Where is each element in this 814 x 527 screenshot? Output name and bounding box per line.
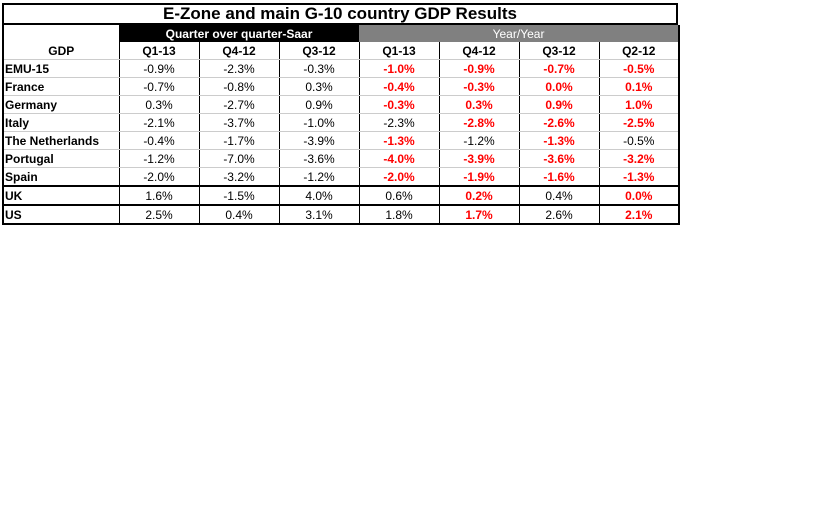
yoy-cell: 1.8% bbox=[359, 204, 440, 225]
qoq-cell: -0.9% bbox=[119, 59, 200, 78]
yoy-cell: 0.6% bbox=[359, 185, 440, 206]
yoy-cell: -0.7% bbox=[519, 59, 600, 78]
qoq-group-header: Quarter over quarter-Saar bbox=[119, 25, 360, 42]
yoy-cell: 0.9% bbox=[519, 95, 600, 114]
qoq-cell: -0.4% bbox=[119, 131, 200, 150]
yoy-cell: -1.2% bbox=[439, 131, 520, 150]
yoy-cell: 0.2% bbox=[439, 185, 520, 206]
table-row: US 2.5% 0.4% 3.1% 1.8% 1.7% 2.6% 2.1% bbox=[2, 204, 681, 225]
yoy-cell: 0.3% bbox=[439, 95, 520, 114]
qoq-cell: 0.9% bbox=[279, 95, 360, 114]
gdp-spreadsheet: E-Zone and main G-10 country GDP Results… bbox=[2, 3, 681, 225]
qoq-cell: -0.3% bbox=[279, 59, 360, 78]
yoy-cell: -3.6% bbox=[519, 149, 600, 168]
qoq-cell: -2.3% bbox=[199, 59, 280, 78]
qoq-cell: -2.7% bbox=[199, 95, 280, 114]
qoq-cell: -1.7% bbox=[199, 131, 280, 150]
col-header-qoq-q3-12: Q3-12 bbox=[279, 42, 360, 60]
table-title: E-Zone and main G-10 country GDP Results bbox=[2, 3, 678, 25]
row-label: Portugal bbox=[2, 149, 120, 168]
qoq-cell: -2.0% bbox=[119, 167, 200, 187]
group-header-row: Quarter over quarter-Saar Year/Year bbox=[2, 25, 681, 42]
yoy-cell: -0.3% bbox=[359, 95, 440, 114]
row-label: US bbox=[2, 204, 120, 225]
qoq-cell: -3.6% bbox=[279, 149, 360, 168]
qoq-cell: -2.1% bbox=[119, 113, 200, 132]
qoq-cell: -3.7% bbox=[199, 113, 280, 132]
yoy-cell: -1.9% bbox=[439, 167, 520, 187]
yoy-cell: -1.3% bbox=[599, 167, 681, 187]
yoy-cell: -0.4% bbox=[359, 77, 440, 96]
column-header-row: GDP Q1-13 Q4-12 Q3-12 Q1-13 Q4-12 Q3-12 … bbox=[2, 42, 681, 60]
qoq-cell: 0.3% bbox=[119, 95, 200, 114]
col-header-qoq-q1-13: Q1-13 bbox=[119, 42, 200, 60]
yoy-cell: -1.6% bbox=[519, 167, 600, 187]
yoy-cell: 1.0% bbox=[599, 95, 681, 114]
col-header-qoq-q4-12: Q4-12 bbox=[199, 42, 280, 60]
row-label: France bbox=[2, 77, 120, 96]
col-header-yoy-q4-12: Q4-12 bbox=[439, 42, 520, 60]
row-label: Germany bbox=[2, 95, 120, 114]
table-row: Spain -2.0% -3.2% -1.2% -2.0% -1.9% -1.6% -1.3% bbox=[2, 167, 681, 187]
yoy-cell: -3.9% bbox=[439, 149, 520, 168]
yoy-cell: -0.3% bbox=[439, 77, 520, 96]
yoy-cell: -2.0% bbox=[359, 167, 440, 187]
qoq-cell: -3.9% bbox=[279, 131, 360, 150]
yoy-cell: -0.5% bbox=[599, 131, 681, 150]
table-row: The Netherlands -0.4% -1.7% -3.9% -1.3% -1.2%… bbox=[2, 131, 681, 150]
yoy-cell: -4.0% bbox=[359, 149, 440, 168]
gdp-table: Quarter over quarter-Saar Year/Year GDP … bbox=[2, 25, 681, 225]
yoy-cell: -2.5% bbox=[599, 113, 681, 132]
qoq-cell: 3.1% bbox=[279, 204, 360, 225]
qoq-cell: 0.4% bbox=[199, 204, 280, 225]
yoy-cell: 1.7% bbox=[439, 204, 520, 225]
yoy-cell: -0.5% bbox=[599, 59, 681, 78]
qoq-cell: -3.2% bbox=[199, 167, 280, 187]
qoq-cell: -1.2% bbox=[119, 149, 200, 168]
yoy-cell: 2.1% bbox=[599, 204, 681, 225]
qoq-cell: -7.0% bbox=[199, 149, 280, 168]
yoy-cell: 0.4% bbox=[519, 185, 600, 206]
row-label: EMU-15 bbox=[2, 59, 120, 78]
qoq-cell: -0.8% bbox=[199, 77, 280, 96]
yoy-cell: -1.3% bbox=[519, 131, 600, 150]
row-label: UK bbox=[2, 185, 120, 206]
yoy-cell: 2.6% bbox=[519, 204, 600, 225]
table-row: UK 1.6% -1.5% 4.0% 0.6% 0.2% 0.4% 0.0% bbox=[2, 185, 681, 206]
col-header-yoy-q2-12: Q2-12 bbox=[599, 42, 681, 60]
table-row: Portugal -1.2% -7.0% -3.6% -4.0% -3.9% -3.6% -3… bbox=[2, 149, 681, 168]
col-header-yoy-q3-12: Q3-12 bbox=[519, 42, 600, 60]
yoy-cell: -0.9% bbox=[439, 59, 520, 78]
yoy-cell: -2.8% bbox=[439, 113, 520, 132]
qoq-cell: -1.0% bbox=[279, 113, 360, 132]
row-label: Italy bbox=[2, 113, 120, 132]
yoy-cell: -2.3% bbox=[359, 113, 440, 132]
table-row: Germany 0.3% -2.7% 0.9% -0.3% 0.3% 0.9% 1.0% bbox=[2, 95, 681, 114]
yoy-cell: 0.1% bbox=[599, 77, 681, 96]
col-header-yoy-q1-13: Q1-13 bbox=[359, 42, 440, 60]
yoy-group-header: Year/Year bbox=[359, 25, 681, 42]
table-row: EMU-15 -0.9% -2.3% -0.3% -1.0% -0.9% -0.7% -0.5… bbox=[2, 59, 681, 78]
yoy-cell: -2.6% bbox=[519, 113, 600, 132]
row-label: Spain bbox=[2, 167, 120, 187]
table-row: France -0.7% -0.8% 0.3% -0.4% -0.3% 0.0% 0.1% bbox=[2, 77, 681, 96]
table-title-text: E-Zone and main G-10 country GDP Results bbox=[163, 4, 517, 23]
qoq-cell: 1.6% bbox=[119, 185, 200, 206]
yoy-cell: -3.2% bbox=[599, 149, 681, 168]
qoq-cell: 2.5% bbox=[119, 204, 200, 225]
qoq-cell: 4.0% bbox=[279, 185, 360, 206]
row-label: The Netherlands bbox=[2, 131, 120, 150]
yoy-cell: -1.3% bbox=[359, 131, 440, 150]
gdp-header: GDP bbox=[2, 42, 120, 60]
qoq-cell: -0.7% bbox=[119, 77, 200, 96]
qoq-cell: -1.5% bbox=[199, 185, 280, 206]
yoy-cell: 0.0% bbox=[599, 185, 681, 206]
qoq-cell: 0.3% bbox=[279, 77, 360, 96]
table-row: Italy -2.1% -3.7% -1.0% -2.3% -2.8% -2.6% -2.5% bbox=[2, 113, 681, 132]
yoy-cell: -1.0% bbox=[359, 59, 440, 78]
qoq-cell: -1.2% bbox=[279, 167, 360, 187]
yoy-cell: 0.0% bbox=[519, 77, 600, 96]
